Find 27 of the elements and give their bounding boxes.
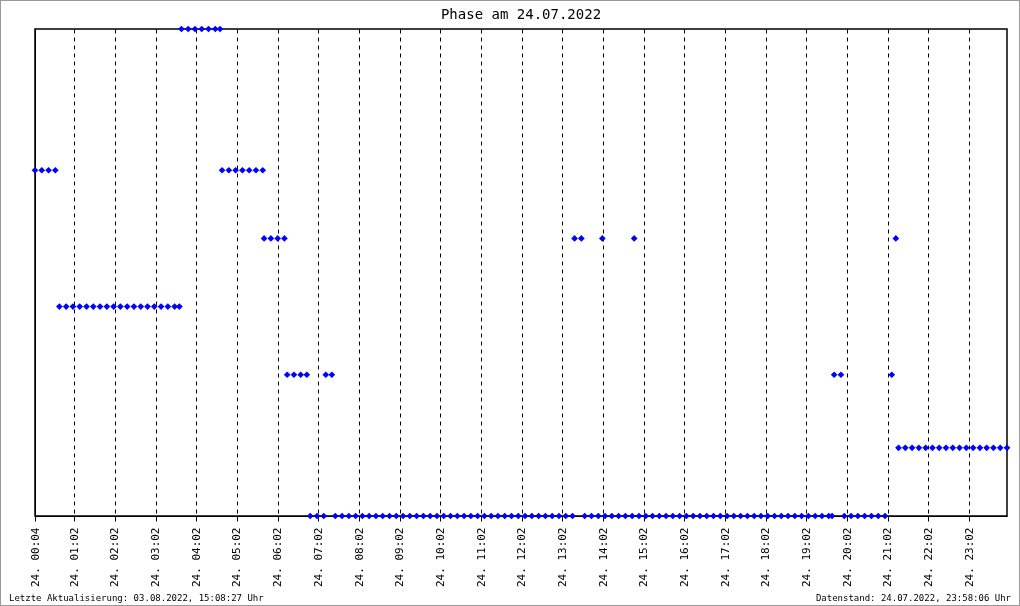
x-tick-label: 24. 04:02 [189, 527, 203, 588]
x-tick-label: 24. 10:02 [433, 527, 447, 588]
x-tick-label: 24. 05:02 [230, 527, 244, 588]
x-tick-label: 24. 20:02 [840, 527, 854, 588]
x-tick-label: 24. 15:02 [637, 527, 651, 588]
x-tick-label: 24. 17:02 [718, 527, 732, 588]
x-tick-label: 24. 08:02 [352, 527, 366, 588]
x-tick-label: 24. 13:02 [555, 527, 569, 588]
x-tick-label: 24. 11:02 [474, 527, 488, 588]
x-tick-label: 24. 09:02 [393, 527, 407, 588]
x-tick-label: 24. 14:02 [596, 527, 610, 588]
x-tick-label: 24. 19:02 [799, 527, 813, 588]
x-tick-label: 24. 21:02 [881, 527, 895, 588]
x-tick-label: 24. 00:04 [28, 527, 42, 588]
text: Datenstand: 24.07.2022, 23:58:06 Uhr [815, 593, 1011, 603]
x-tick-label: 24. 06:02 [271, 527, 285, 588]
x-tick-label: 24. 07:02 [311, 527, 325, 588]
x-tick-label: 24. 01:02 [67, 527, 81, 588]
x-tick-label: 24. 23:02 [962, 527, 976, 588]
text: Letzte Aktualisierung: 03.08.2022, 15:08:27 Uhr [9, 593, 264, 603]
x-tick-label: 24. 02:02 [108, 527, 122, 588]
x-tick-label: 24. 16:02 [677, 527, 691, 588]
x-tick-label: 24. 22:02 [921, 527, 935, 588]
chart-title: Phase am 24.07.2022 [440, 5, 602, 22]
x-tick-label: 24. 18:02 [759, 527, 773, 588]
x-tick-label: 24. 03:02 [149, 527, 163, 588]
x-tick-label: 24. 12:02 [515, 527, 529, 588]
